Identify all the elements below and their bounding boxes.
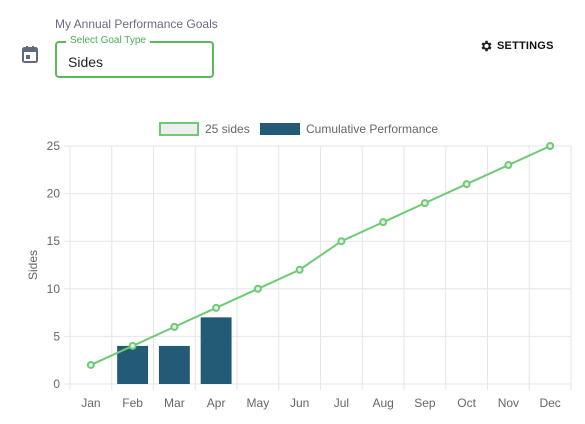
x-tick-label: Dec bbox=[539, 396, 560, 410]
y-tick-label: 0 bbox=[53, 377, 60, 391]
goal-point[interactable] bbox=[128, 341, 137, 350]
x-tick-label: Apr bbox=[207, 396, 226, 410]
x-tick-label: Jul bbox=[334, 396, 349, 410]
performance-bar[interactable] bbox=[200, 317, 232, 384]
goal-point[interactable] bbox=[420, 199, 429, 208]
goal-type-select[interactable]: Select Goal Type Sides bbox=[55, 35, 214, 78]
legend-label-performance: Cumulative Performance bbox=[306, 122, 438, 136]
goal-point[interactable] bbox=[86, 360, 95, 369]
goal-point[interactable] bbox=[295, 265, 304, 274]
goal-point[interactable] bbox=[253, 284, 262, 293]
goal-type-select-value: Sides bbox=[68, 54, 104, 70]
x-tick-label: Aug bbox=[372, 396, 393, 410]
x-tick-label: Nov bbox=[498, 396, 519, 410]
settings-label: SETTINGS bbox=[497, 40, 554, 52]
performance-bar[interactable] bbox=[158, 345, 190, 384]
goal-point[interactable] bbox=[212, 303, 221, 312]
legend-label-goal: 25 sides bbox=[205, 122, 250, 136]
x-tick-label: Mar bbox=[164, 396, 185, 410]
x-tick-label: Jan bbox=[81, 396, 100, 410]
goal-point[interactable] bbox=[504, 161, 513, 170]
goal-line bbox=[90, 145, 551, 366]
goal-point[interactable] bbox=[379, 218, 388, 227]
performance-chart: 0 5 10 15 20 25 Jan Feb Mar Apr May Jun Jul Aug Sep Oct… bbox=[26, 122, 572, 410]
y-tick-label: 15 bbox=[47, 234, 61, 248]
goal-point[interactable] bbox=[546, 142, 555, 150]
goal-point[interactable] bbox=[170, 322, 179, 331]
goal-type-select-label: Select Goal Type bbox=[66, 35, 150, 47]
page-title: My Annual Performance Goals bbox=[55, 17, 218, 31]
y-tick-label: 25 bbox=[47, 139, 61, 153]
settings-button[interactable]: SETTINGS bbox=[479, 38, 554, 54]
y-tick-label: 10 bbox=[47, 282, 61, 296]
x-tick-label: Sep bbox=[414, 396, 436, 410]
goal-point[interactable] bbox=[337, 237, 346, 246]
calendar-icon bbox=[22, 46, 38, 63]
y-axis-label: Sides bbox=[26, 250, 40, 280]
goal-point[interactable] bbox=[462, 180, 471, 189]
x-tick-label: May bbox=[247, 396, 270, 410]
legend-swatch-performance bbox=[260, 123, 300, 135]
x-tick-label: Oct bbox=[457, 396, 476, 410]
y-tick-label: 20 bbox=[47, 187, 61, 201]
x-tick-label: Jun bbox=[290, 396, 309, 410]
gear-icon bbox=[481, 40, 492, 52]
x-tick-label: Feb bbox=[122, 396, 143, 410]
performance-bar[interactable] bbox=[117, 345, 149, 384]
legend-swatch-goal bbox=[159, 122, 199, 136]
y-tick-label: 5 bbox=[53, 329, 60, 343]
